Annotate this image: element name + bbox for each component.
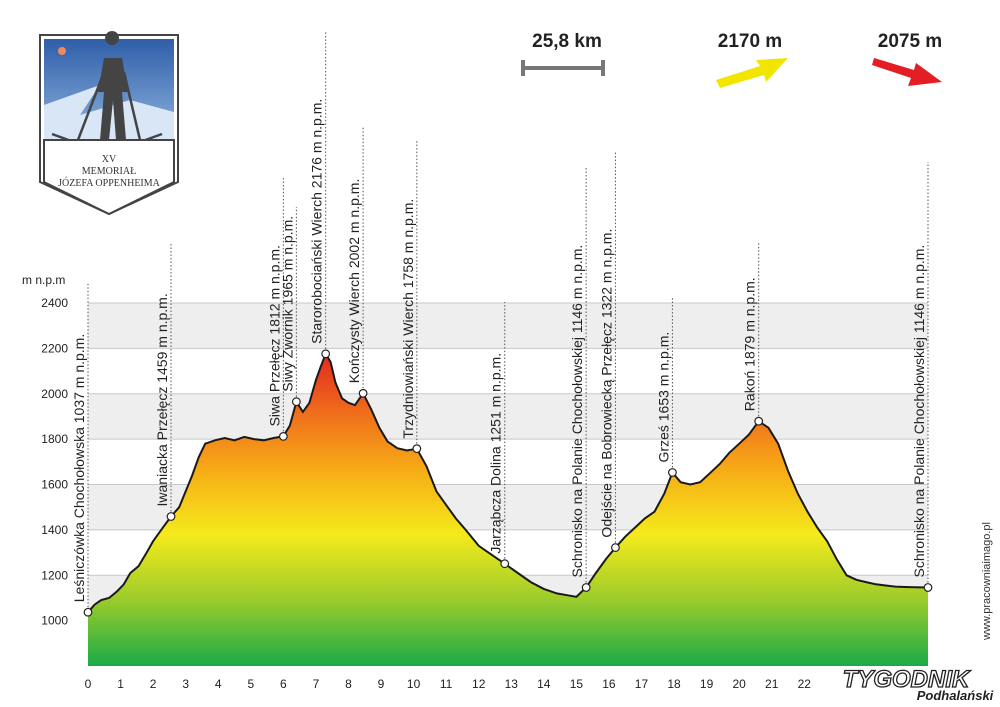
waypoint-marker — [611, 543, 620, 552]
ascent-value: 2170 m — [718, 31, 782, 52]
y-tick-label: 1600 — [41, 478, 68, 492]
x-tick-label: 15 — [570, 677, 584, 691]
grid-band — [88, 393, 928, 440]
x-tick-label: 12 — [472, 677, 486, 691]
x-tick-label: 10 — [407, 677, 421, 691]
waypoint-label: Jarząbcza Dolina 1251 m n.p.m. — [488, 353, 504, 554]
distance-scale-icon — [521, 60, 605, 76]
y-tick-label: 1800 — [41, 432, 68, 446]
waypoint-marker — [358, 388, 368, 398]
waypoint-marker — [321, 349, 331, 359]
logo-line3: JÓZEFA OPPENHEIMA — [58, 177, 161, 189]
waypoint-label: Starorobociański Wierch 2176 m n.p.m. — [309, 99, 325, 344]
waypoint-label: Kończysty Wierch 2002 m n.p.m. — [346, 179, 362, 384]
elevation-area — [88, 353, 928, 666]
grid-band — [88, 348, 928, 394]
distance-stat: 25,8 km — [521, 31, 605, 76]
x-tick-label: 3 — [182, 677, 189, 691]
site-credit: www.pracowniaimago.pl — [981, 522, 993, 641]
x-tick-label: 14 — [537, 677, 551, 691]
y-tick-label: 2400 — [41, 296, 68, 310]
ascent-arrow-icon — [716, 58, 788, 88]
descent-value: 2075 m — [878, 31, 942, 52]
x-tick-label: 16 — [602, 677, 616, 691]
waypoint-label: Leśniczówka Chochołowska 1037 m n.p.m. — [71, 334, 87, 602]
y-tick-label: 1000 — [41, 614, 68, 628]
y-tick-label: 2200 — [41, 341, 68, 355]
memorial-logo: XV MEMORIAŁ JÓZEFA OPPENHEIMA — [39, 31, 179, 216]
descent-arrow-icon — [872, 58, 942, 86]
waypoint-label: Grześ 1653 m n.p.m. — [655, 332, 671, 463]
sun-icon — [58, 47, 66, 55]
x-tick-label: 20 — [732, 677, 746, 691]
x-tick-label: 9 — [378, 677, 385, 691]
waypoint-marker — [412, 444, 422, 454]
waypoint-marker — [923, 583, 933, 592]
waypoint-marker — [500, 559, 510, 569]
waypoint-label: Siwy Zwornik 1965 m n.p.m. — [279, 216, 295, 392]
elevation-line — [87, 351, 929, 613]
waypoint-marker — [291, 397, 301, 407]
waypoint-marker — [278, 432, 288, 441]
x-tick-label: 7 — [313, 677, 320, 691]
descent-stat: 2075 m — [872, 31, 942, 86]
x-tick-label: 5 — [247, 677, 254, 691]
x-tick-label: 1 — [117, 677, 124, 691]
x-tick-label: 2 — [150, 677, 157, 691]
y-axis-label: m n.p.m — [22, 273, 65, 287]
waypoint-label: Schronisko na Polanie Chochołowskiej 114… — [569, 245, 585, 578]
y-tick-label: 2000 — [41, 387, 68, 401]
ascent-stat: 2170 m — [716, 31, 788, 88]
waypoint-marker — [166, 512, 176, 521]
y-tick-label: 1200 — [41, 568, 68, 582]
waypoint-marker — [754, 416, 764, 426]
x-tick-label: 21 — [765, 677, 779, 691]
waypoint-label: Rakoń 1879 m n.p.m. — [742, 277, 758, 411]
x-tick-label: 19 — [700, 677, 714, 691]
x-tick-label: 0 — [85, 677, 92, 691]
x-tick-label: 11 — [440, 677, 453, 691]
waypoints: Leśniczówka Chochołowska 1037 m n.p.m. Iw… — [71, 32, 933, 617]
profile-area — [87, 351, 929, 666]
brand-main: TYGODNIK — [843, 666, 971, 693]
logo-line1: XV — [102, 154, 117, 165]
waypoint-marker — [83, 607, 93, 617]
distance-value: 25,8 km — [532, 31, 602, 52]
waypoint-marker — [581, 583, 591, 592]
logo-line2: MEMORIAŁ — [82, 166, 136, 177]
waypoint-label: Trzydniowiański Wierch 1758 m n.p.m. — [400, 199, 416, 439]
brand-sub: Podhalański — [917, 688, 994, 703]
x-tick-label: 22 — [798, 677, 812, 691]
grid-band — [88, 303, 928, 349]
waypoint-label: Iwaniacka Przełęcz 1459 m n.p.m. — [154, 293, 170, 506]
waypoint-marker — [668, 468, 677, 477]
waypoint-label: Schronisko na Polanie Chochołowskiej 114… — [911, 245, 927, 578]
x-tick-label: 13 — [505, 677, 519, 691]
skier-silhouette-icon — [98, 31, 128, 140]
x-tick-label: 17 — [635, 677, 649, 691]
y-tick-label: 1400 — [41, 523, 68, 537]
x-tick-label: 4 — [215, 677, 222, 691]
x-tick-label: 6 — [280, 677, 287, 691]
x-tick-label: 18 — [667, 677, 681, 691]
waypoint-label: Odejście na Bobrowiecką Przełęcz 1322 m … — [598, 229, 614, 538]
tygodnik-podhalanski-logo: TYGODNIK Podhalański — [842, 665, 994, 703]
x-tick-label: 8 — [345, 677, 352, 691]
waypoint-label: Siwa Przełęcz 1812 m n.p.m. — [266, 245, 282, 426]
